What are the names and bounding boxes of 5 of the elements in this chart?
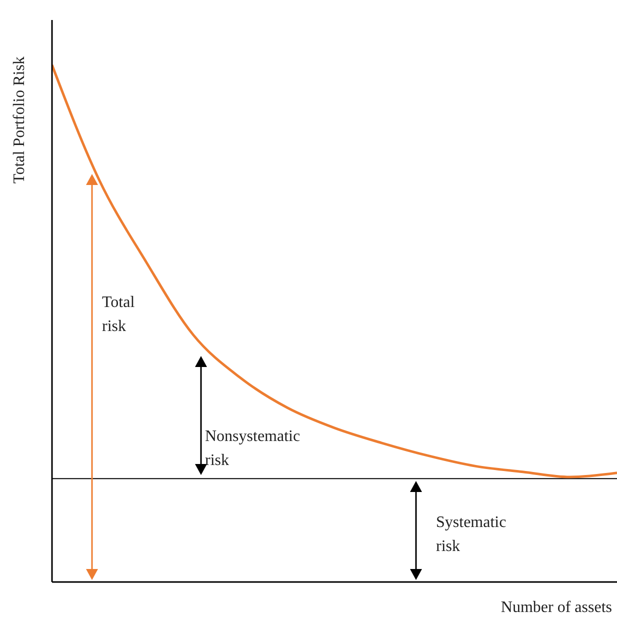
annotation: Systematic risk bbox=[436, 514, 506, 555]
annotation: Total risk bbox=[102, 294, 136, 335]
annotation: Nonsystematic risk bbox=[205, 428, 300, 469]
y-axis-title: Total Portfolio Risk bbox=[11, 56, 28, 184]
x-axis-title: Number of assets bbox=[500, 599, 612, 616]
